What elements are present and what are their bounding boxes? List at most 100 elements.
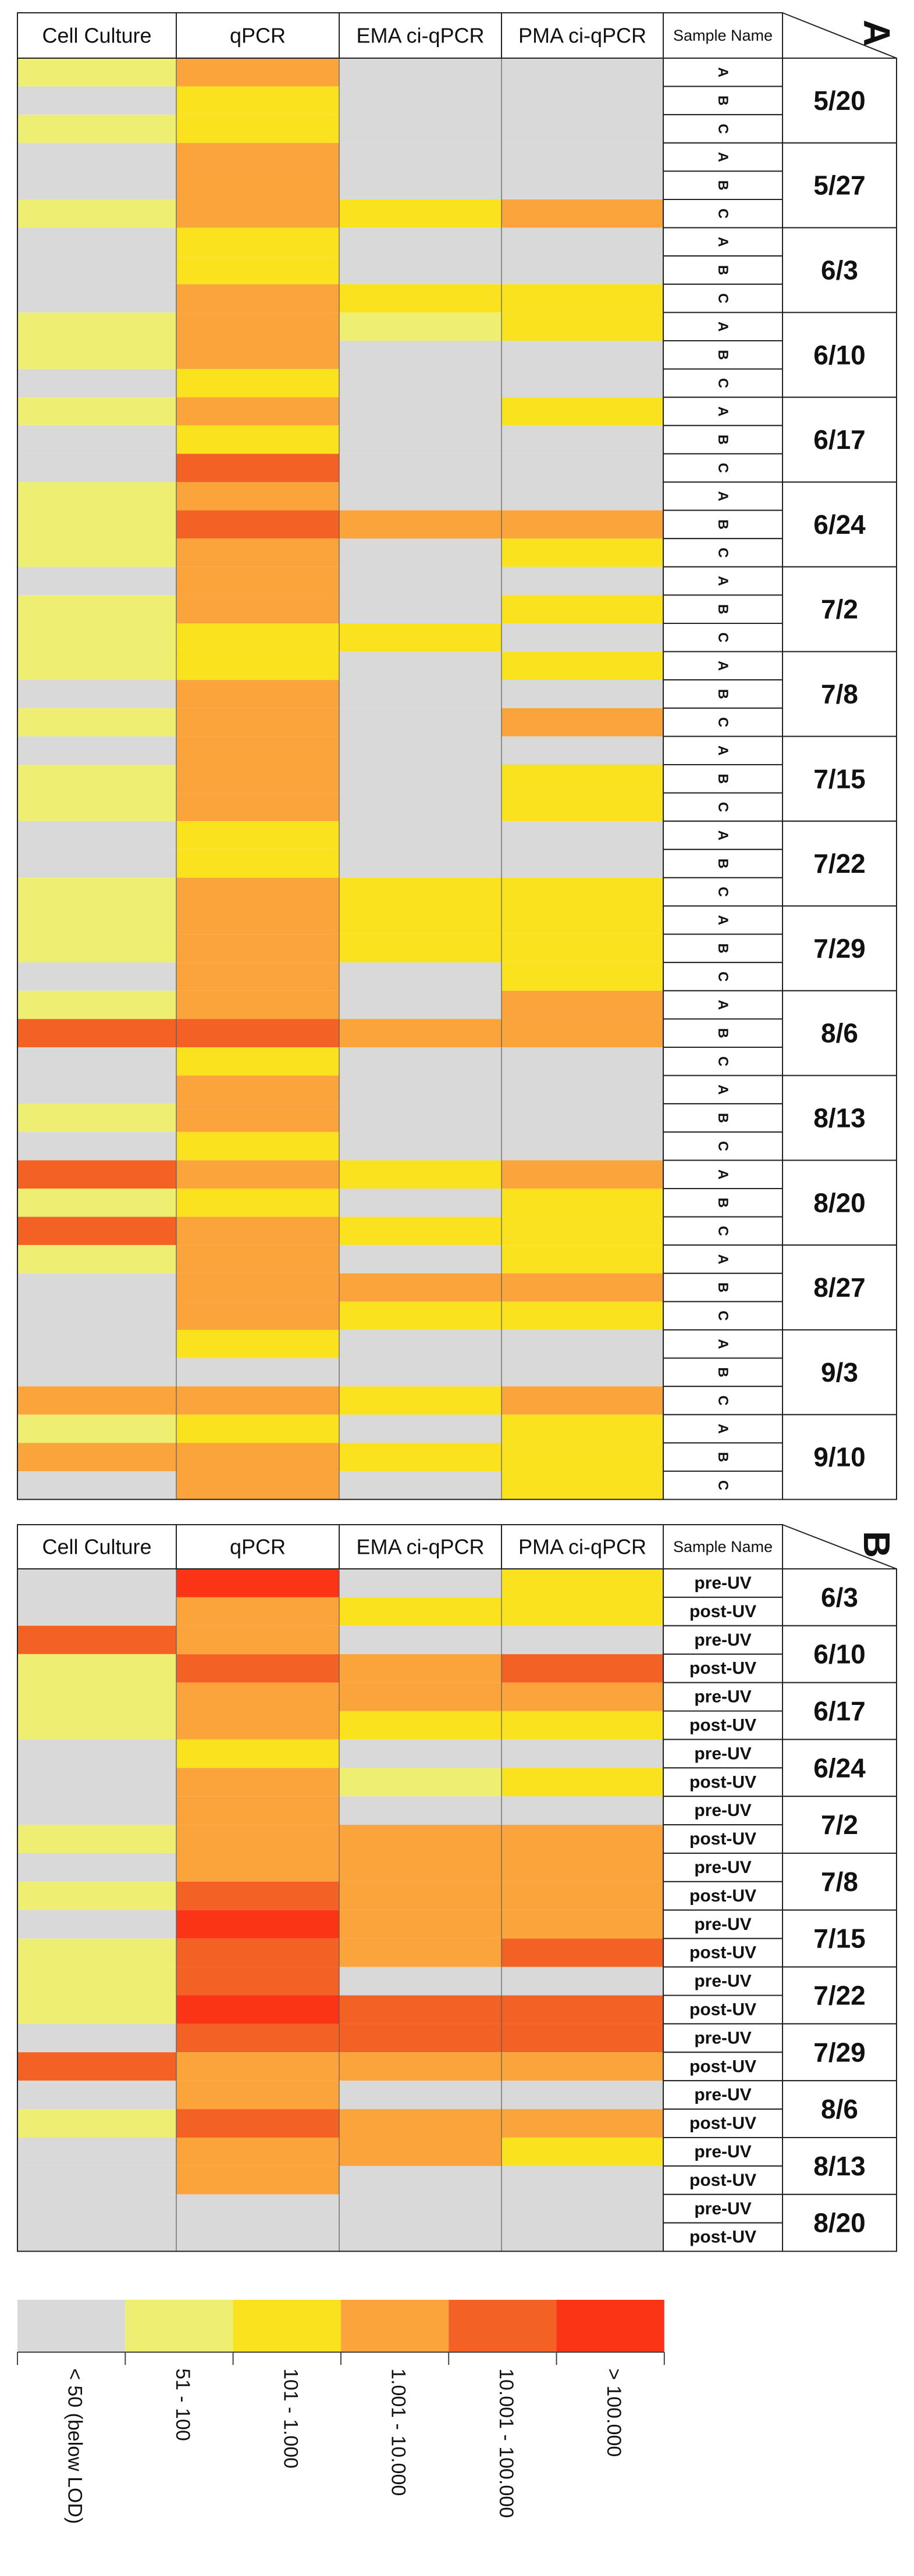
heat-cell [176,1597,339,1626]
date-cell [782,1244,897,1330]
heat-cell [17,1358,176,1387]
sample-label: post-UV [689,2057,756,2076]
heat-cell [502,369,663,398]
sample-label: A [715,1000,731,1009]
date-cell [782,1414,897,1500]
heat-cell [17,2109,176,2138]
heat-cell [502,708,663,737]
heat-cell [502,1301,663,1330]
sample-cell [663,1188,783,1218]
heat-cell [339,1739,502,1768]
sample-label: B [715,1198,731,1208]
heat-cell [339,1881,502,1910]
panel-label: A [856,20,898,47]
heat-cell [176,1386,339,1415]
sample-cell [663,2080,783,2110]
column-header: qPCR [230,1535,286,1559]
heat-cell [176,1796,339,1825]
sample-label: C [715,293,731,303]
heatmap-border [17,1568,664,2252]
sample-label: A [715,1339,731,1349]
date-label: 7/2 [821,594,858,625]
sample-label: post-UV [689,2000,756,2019]
heat-cell [176,793,339,822]
heat-cell [17,765,176,793]
heat-cell [17,1796,176,1825]
sample-cell [663,283,783,313]
legend: < 50 (below LOD) 51 - 100 101 - 1.000 1.001… [17,2300,665,2524]
sample-label: B [715,265,731,275]
heat-cell [176,1358,339,1387]
heat-cell [176,651,339,680]
heat-cell [339,990,502,1019]
heat-cell [502,2222,663,2252]
heat-cell [339,1471,502,1500]
heat-cell [339,227,502,256]
heat-cell [502,284,663,313]
sample-label: A [715,406,731,416]
heat-cell [176,312,339,341]
heat-cell [176,736,339,765]
sample-label: post-UV [689,1715,756,1735]
heat-cell [176,369,339,398]
sample-label: post-UV [689,2228,756,2247]
heat-cell [176,821,339,850]
heat-cell [176,1019,339,1047]
heat-cell [176,284,339,313]
heat-cell [176,1075,339,1104]
heat-cell [502,1471,663,1500]
sample-label: C [715,209,731,219]
sample-label: C [715,1396,731,1405]
heat-cell [502,566,663,595]
heat-cell [339,1654,502,1683]
column-header-row [17,1524,783,1569]
date-label: 8/6 [821,1018,858,1048]
heat-cell [17,1995,176,2024]
sample-cell [663,651,783,681]
sample-cell [663,877,783,907]
heat-cell [17,1019,176,1047]
sample-cell [663,623,783,652]
heat-cell [176,86,339,115]
date-label: 6/10 [813,340,866,370]
heat-cell [17,1216,176,1246]
column-header: qPCR [230,24,286,48]
date-label: 6/10 [813,1639,866,1669]
date-label: 5/20 [813,85,866,116]
heat-cell [502,1160,663,1189]
heat-cell [17,1160,176,1189]
date-cell [782,397,897,483]
panel-b: Cell Culture qPCR EMA ci-qPCR PMA ci-qPCR Sa… [17,1524,898,2252]
heat-cell [339,1711,502,1740]
heat-cell [17,425,176,454]
heat-cell [339,906,502,934]
heat-cell [17,1881,176,1910]
heat-cell [17,1471,176,1500]
date-label: 8/13 [813,2151,866,2181]
date-label: 8/20 [813,1187,866,1218]
heat-cell [339,651,502,680]
heat-cell [176,1881,339,1910]
heat-cell [339,1075,502,1104]
column-header: EMA ci-qPCR [356,1535,484,1559]
heat-cell [502,1853,663,1882]
date-cell [782,2023,897,2082]
date-cell [782,58,897,144]
heat-cell [502,341,663,369]
heat-cell [176,2024,339,2053]
heat-cell [502,256,663,284]
heat-cell [339,1414,502,1443]
heat-cell [502,821,663,850]
heat-cell [17,1910,176,1939]
date-cell [782,227,897,313]
heat-cell [502,199,663,228]
date-cell [782,1625,897,1683]
heat-cell [17,1330,176,1358]
heat-cell [176,2109,339,2138]
heat-cell [339,1160,502,1189]
heat-cell [502,454,663,482]
heat-cell [339,793,502,822]
heat-cell [339,1910,502,1939]
sample-cell [663,1018,783,1048]
date-cell [782,990,897,1076]
